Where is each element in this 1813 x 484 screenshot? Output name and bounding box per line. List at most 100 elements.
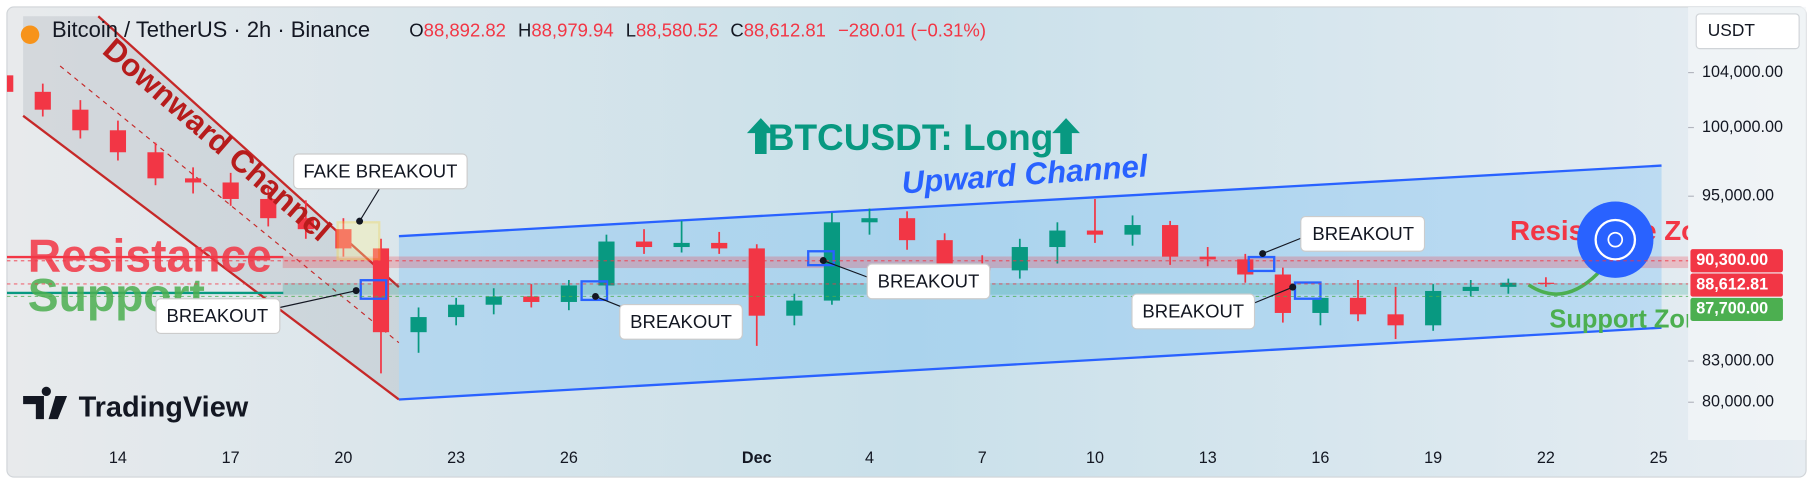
candle-body xyxy=(335,229,352,249)
ohlc-key: O xyxy=(409,19,423,40)
price-label-box xyxy=(1690,273,1783,297)
x-tick-label: 7 xyxy=(978,449,987,467)
bitcoin-icon xyxy=(20,25,40,44)
x-tick-label: 14 xyxy=(109,449,127,467)
breakout-box xyxy=(1247,255,1276,273)
leader-line xyxy=(823,259,870,279)
x-tick-label: 10 xyxy=(1086,449,1104,467)
logo: TradingView xyxy=(23,386,249,423)
upward-channel-line xyxy=(398,164,1662,238)
currency-label[interactable]: USDT xyxy=(1708,20,1756,40)
candle-body xyxy=(147,152,164,179)
candle-body xyxy=(673,242,690,248)
leader-line xyxy=(1262,236,1304,255)
callout-box xyxy=(866,263,991,300)
x-tick-label: 25 xyxy=(1650,449,1668,467)
breakout-box xyxy=(359,279,388,300)
candle-body xyxy=(898,218,916,241)
candle-body xyxy=(1462,286,1479,291)
candle-body xyxy=(823,222,841,301)
x-tick-label: 17 xyxy=(222,449,240,467)
curve-arrow xyxy=(1527,272,1600,296)
candle-body xyxy=(1124,225,1141,235)
candle-body xyxy=(34,91,51,110)
callouts: FAKE BREAKOUT BREAKOUT BREAKOUT BREAKOUT… xyxy=(155,153,1426,340)
candle-body xyxy=(598,241,615,286)
ohlc-key: C xyxy=(730,19,743,40)
ohlc-value: 88,979.94 xyxy=(531,19,613,40)
currency-button[interactable] xyxy=(1695,13,1800,50)
arrow-icon xyxy=(1052,118,1080,154)
x-tick-label: 13 xyxy=(1199,449,1217,467)
logo-icon xyxy=(23,386,51,420)
anchor-dot xyxy=(819,257,827,264)
y-tick-label: 100,000.00 xyxy=(1702,118,1783,136)
x-tick-label: 19 xyxy=(1424,449,1442,467)
ohlc-value: 88,612.81 xyxy=(744,19,826,40)
candle-body xyxy=(786,300,803,316)
ohlc-values: O88,892.82 H88,979.94 L88,580.52 C88,612… xyxy=(409,19,986,40)
x-tick-label: 4 xyxy=(865,449,874,467)
candle-body xyxy=(711,242,728,249)
candle-body xyxy=(485,296,502,305)
leader-line xyxy=(359,184,383,222)
signal-label: BTCUSDT: Long xyxy=(768,116,1054,158)
callout-box xyxy=(155,298,281,335)
callout-label: BREAKOUT xyxy=(1142,301,1244,322)
candle-body xyxy=(1011,247,1028,271)
breakout-box xyxy=(1293,281,1322,300)
price-label: 87,700.00 xyxy=(1696,300,1768,318)
x-tick-label: 16 xyxy=(1311,449,1329,467)
callout-label: FAKE BREAKOUT xyxy=(303,160,457,181)
candle-body xyxy=(448,304,465,318)
price-label-box xyxy=(1690,297,1783,321)
anchor-dot xyxy=(352,287,360,295)
x-tick-label: 26 xyxy=(560,449,578,467)
leader-line xyxy=(277,290,357,309)
candle-body xyxy=(6,75,14,92)
target-icon xyxy=(1577,201,1654,278)
anchor-dot xyxy=(1289,283,1297,291)
x-tick-label: Dec xyxy=(742,449,772,467)
support-zone-label: Support Zone xyxy=(1549,305,1714,333)
candle-body xyxy=(72,109,89,131)
x-tick-label: 22 xyxy=(1537,449,1555,467)
callout-box xyxy=(293,153,468,190)
candle-body xyxy=(222,182,239,199)
resistance-label: Resistance xyxy=(28,230,272,282)
ohlc-value: 88,580.52 xyxy=(636,19,718,40)
ohlc-key: H xyxy=(518,19,531,40)
callout-label: BREAKOUT xyxy=(878,270,980,291)
candle-body xyxy=(748,248,765,316)
candle-body xyxy=(1086,230,1104,235)
ohlc-key: L xyxy=(626,19,636,40)
candle-body xyxy=(410,317,427,333)
change-value: −280.01 (−0.31%) xyxy=(838,19,986,40)
callout-box xyxy=(1300,215,1426,252)
candle-body xyxy=(1162,225,1179,257)
header: Bitcoin / TetherUS · 2h · Binance O88,89… xyxy=(20,13,1800,50)
breakout-box xyxy=(580,280,609,302)
candle-body xyxy=(185,178,202,183)
price-label: 88,612.81 xyxy=(1696,275,1768,293)
candle-body xyxy=(1049,230,1066,248)
downward-channel-fill xyxy=(23,16,399,400)
y-tick-label: 83,000.00 xyxy=(1702,351,1774,369)
candle-body xyxy=(1425,290,1442,326)
arrow-icon xyxy=(746,118,775,154)
callout-box xyxy=(619,303,743,340)
candle-body xyxy=(523,296,540,302)
breakout-box xyxy=(807,250,835,267)
candle-body xyxy=(1349,297,1367,315)
anchor-dot xyxy=(356,217,364,225)
price-label: 90,300.00 xyxy=(1696,251,1768,269)
anchor-dot xyxy=(592,292,599,300)
candle-body xyxy=(297,218,314,230)
price-axis-background xyxy=(1688,6,1807,441)
ohlc-value: 88,892.82 xyxy=(424,19,506,40)
candle-body xyxy=(861,218,878,223)
candle-body xyxy=(372,248,390,333)
fake-breakout-box xyxy=(336,221,381,261)
